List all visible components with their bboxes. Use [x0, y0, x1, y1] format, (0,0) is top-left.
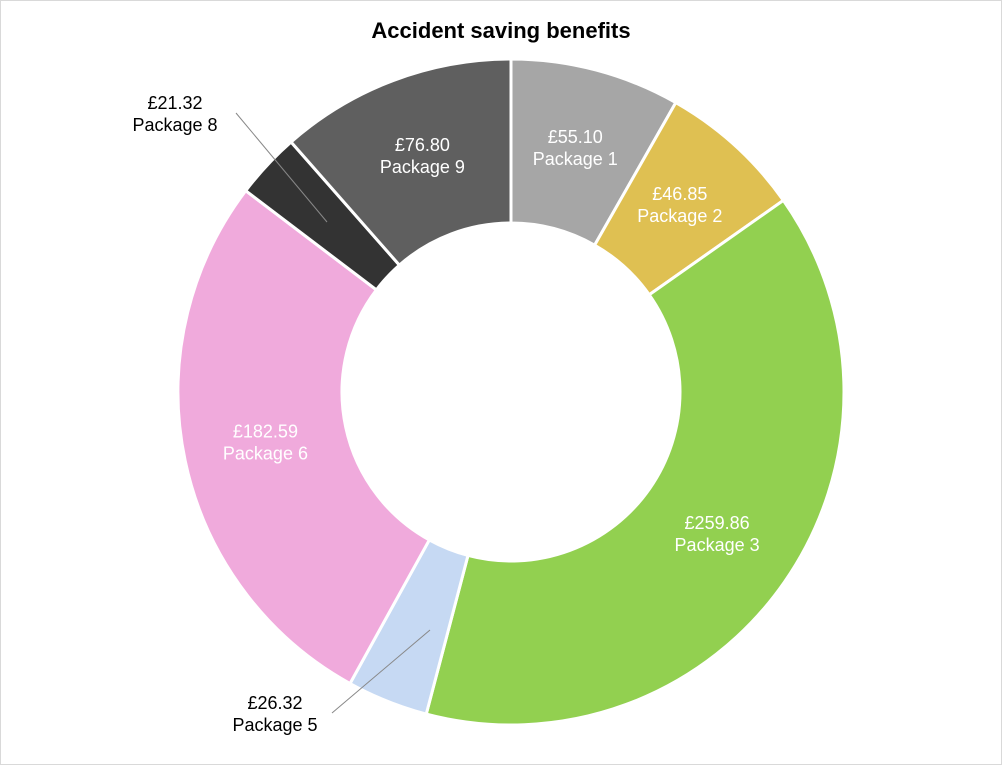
category-label: Package 1: [533, 149, 618, 169]
data-label: £26.32: [247, 693, 302, 713]
data-label: £55.10: [548, 127, 603, 147]
leader-line: [331, 629, 431, 714]
category-label: Package 2: [637, 206, 722, 226]
donut-segment: [288, 57, 513, 268]
donut-segment: [424, 198, 846, 727]
category-label: Package 5: [232, 715, 317, 735]
leader-line: [235, 112, 328, 223]
category-label: Package 8: [132, 115, 217, 135]
category-label: Package 9: [380, 157, 465, 177]
category-label: Package 6: [223, 444, 308, 464]
data-label: £259.86: [685, 513, 750, 533]
data-label: £21.32: [147, 93, 202, 113]
data-label: £76.80: [395, 135, 450, 155]
category-label: Package 3: [675, 535, 760, 555]
data-label: £46.85: [652, 184, 707, 204]
data-label: £182.59: [233, 422, 298, 442]
donut-segment: [176, 188, 432, 686]
chart-title: Accident saving benefits: [371, 18, 630, 43]
